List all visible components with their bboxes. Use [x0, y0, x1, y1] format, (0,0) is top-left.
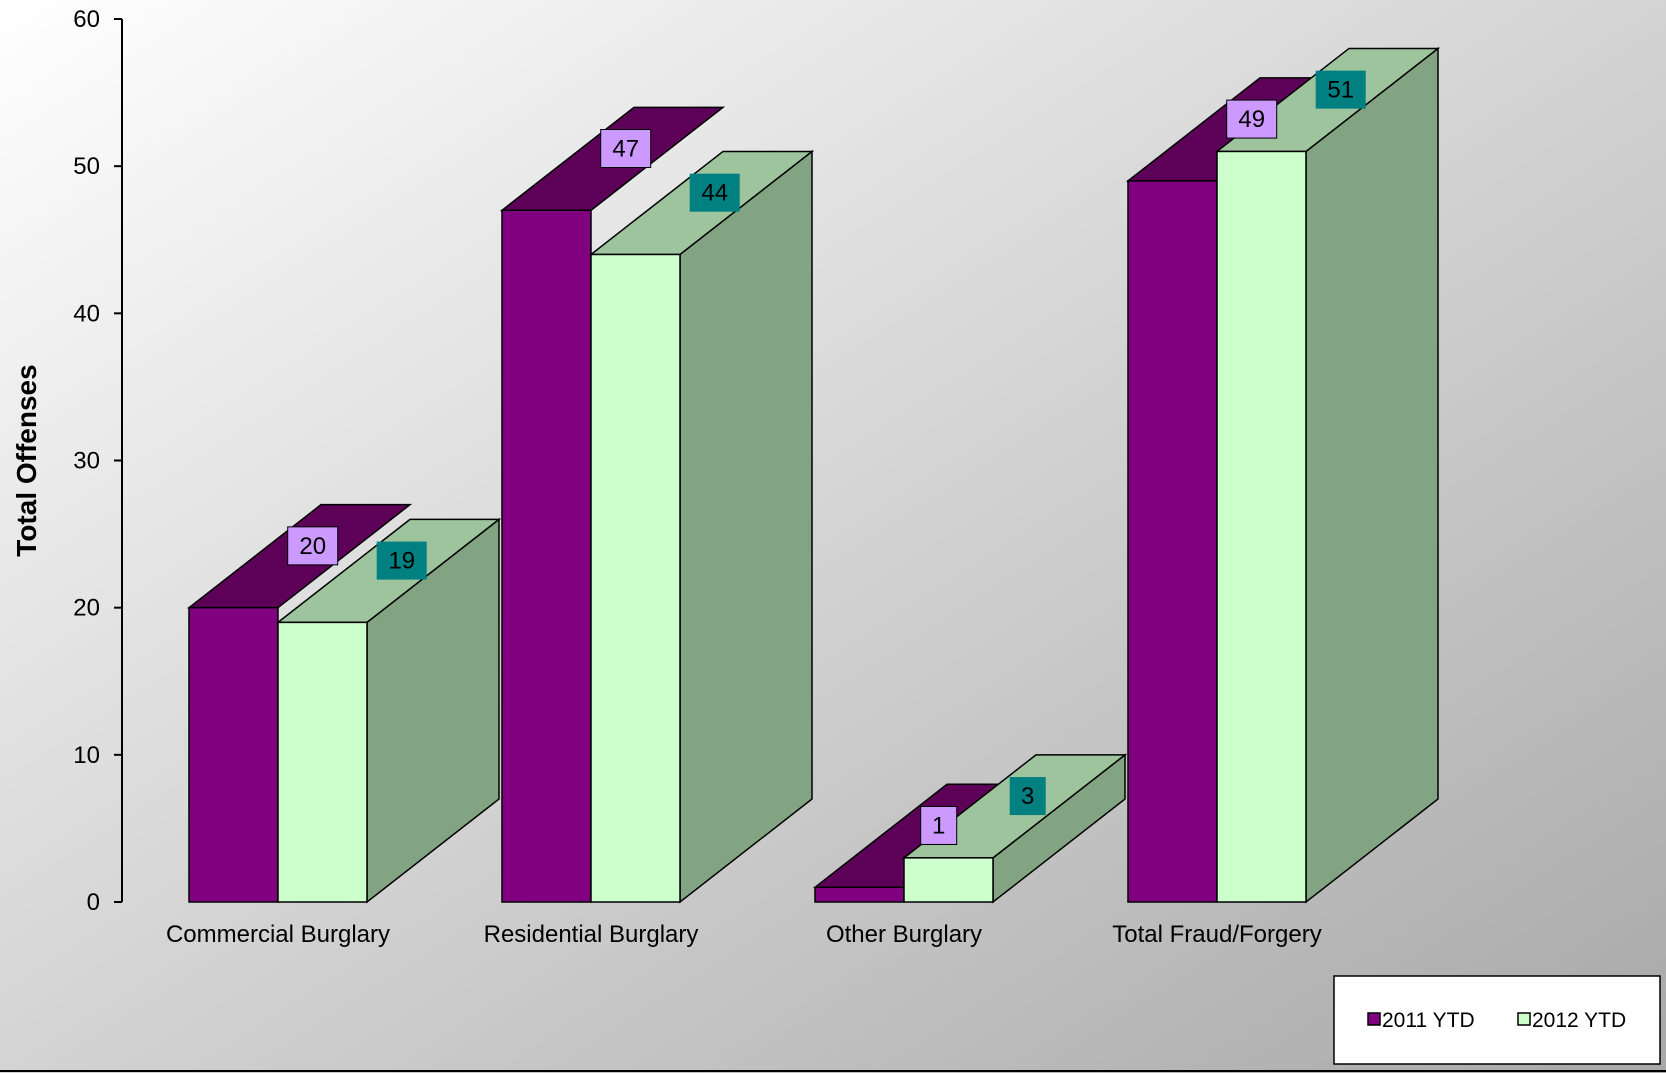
bar-2011-other-burglary	[814, 886, 905, 903]
data-label-box-2011-other-burglary	[920, 805, 958, 845]
category-label-other-burglary: Other Burglary	[826, 921, 982, 948]
data-label-2011-residential-burglary: 47	[600, 129, 652, 169]
data-label-text-2011-commercial-burglary: 20	[299, 533, 326, 560]
y-tick-label-10: 10	[73, 742, 100, 769]
data-label-text-2011-residential-burglary: 47	[612, 136, 639, 163]
legend-swatch-2012-ytd	[1517, 1012, 1531, 1026]
y-tick-label-50: 50	[73, 153, 100, 180]
data-label-2012-other-burglary: 3	[1009, 777, 1046, 816]
data-label-2011-other-burglary: 1	[920, 805, 958, 845]
y-tick-label-30: 30	[73, 448, 100, 475]
category-label-commercial-burglary: Commercial Burglary	[166, 921, 390, 948]
y-tick-label-60: 60	[73, 6, 100, 33]
data-label-box-2011-residential-burglary	[600, 129, 652, 169]
data-label-2012-residential-burglary: 44	[689, 173, 740, 212]
category-label-total-fraud-forgery: Total Fraud/Forgery	[1112, 921, 1321, 948]
legend-swatch-2011-ytd	[1367, 1012, 1381, 1026]
data-label-box-2011-commercial-burglary	[287, 526, 339, 566]
legend-box	[1333, 975, 1661, 1065]
bar-2011-residential-burglary	[501, 209, 592, 903]
legend-label-2011-ytd: 2011 YTD	[1382, 1009, 1475, 1032]
y-axis-title: Total Offenses	[11, 364, 42, 556]
data-label-text-2011-other-burglary: 1	[932, 812, 945, 839]
bar-2012-commercial-burglary	[277, 621, 368, 903]
category-label-residential-burglary: Residential Burglary	[484, 921, 699, 948]
data-label-2012-total-fraud-forgery: 51	[1315, 70, 1366, 109]
data-label-text-2012-other-burglary: 3	[1021, 783, 1034, 810]
y-tick-label-20: 20	[73, 595, 100, 622]
data-label-box-2012-total-fraud-forgery	[1315, 70, 1366, 109]
data-label-text-2011-total-fraud-forgery: 49	[1238, 106, 1265, 133]
data-label-box-2012-residential-burglary	[689, 173, 740, 212]
y-tick-label-0: 0	[87, 889, 100, 916]
bar-2012-total-fraud-forgery	[1216, 150, 1307, 903]
bar-2011-commercial-burglary	[188, 606, 279, 903]
data-label-2012-commercial-burglary: 19	[376, 541, 427, 580]
bar-2012-other-burglary	[903, 857, 994, 903]
y-tick-label-40: 40	[73, 300, 100, 327]
data-label-text-2012-residential-burglary: 44	[701, 180, 728, 207]
data-label-box-2012-commercial-burglary	[376, 541, 427, 580]
data-label-2011-commercial-burglary: 20	[287, 526, 339, 566]
legend-label-2012-ytd: 2012 YTD	[1532, 1009, 1626, 1032]
bar-side-2012-total-fraud-forgery	[1305, 46, 1439, 904]
bar-2012-residential-burglary	[590, 253, 681, 903]
legend: 2011 YTD 2012 YTD	[1333, 975, 1661, 1065]
data-label-box-2011-total-fraud-forgery	[1226, 99, 1278, 139]
data-label-2011-total-fraud-forgery: 49	[1226, 99, 1278, 139]
data-label-text-2012-total-fraud-forgery: 51	[1327, 77, 1354, 104]
data-label-box-2012-other-burglary	[1009, 777, 1046, 816]
bar-side-2012-residential-burglary	[679, 149, 813, 904]
data-label-text-2012-commercial-burglary: 19	[388, 548, 415, 575]
bar-2011-total-fraud-forgery	[1127, 180, 1218, 903]
